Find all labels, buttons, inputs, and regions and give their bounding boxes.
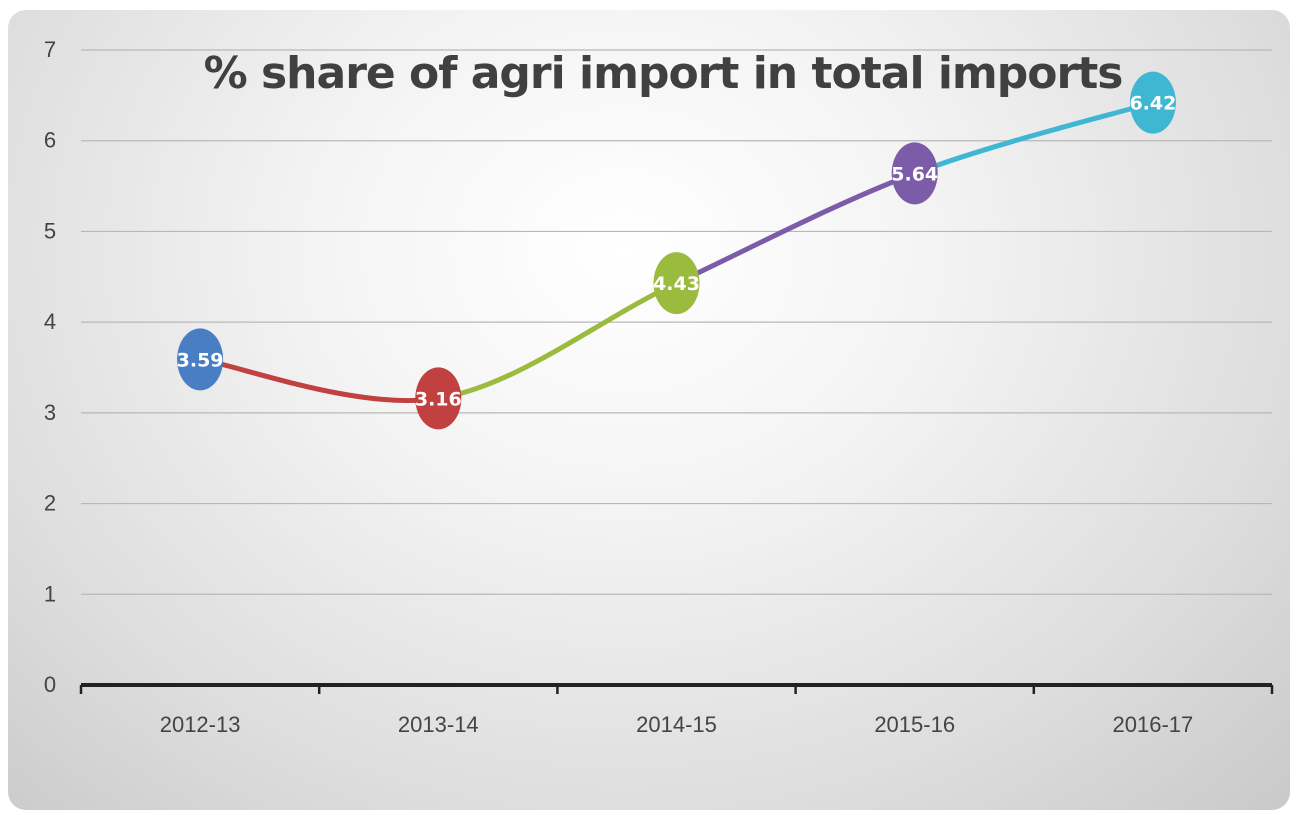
data-point-marker: [653, 252, 700, 315]
data-point-marker: [891, 142, 938, 205]
data-point-marker: [177, 328, 224, 391]
y-tick-label: 6: [44, 128, 56, 153]
x-axis: [79, 683, 1274, 694]
data-label: 3.59: [177, 349, 224, 371]
gridlines: [81, 49, 1272, 595]
data-point-marker: [1129, 71, 1176, 134]
y-tick-label: 3: [44, 400, 56, 425]
data-point: 6.42: [1129, 71, 1176, 134]
x-tick-label: 2016-17: [1113, 712, 1194, 737]
y-tick-label: 0: [44, 672, 56, 697]
data-label: 4.43: [653, 273, 700, 295]
series-line-segment: [435, 280, 679, 401]
data-label: 6.42: [1129, 93, 1176, 115]
data-point: 4.43: [653, 252, 700, 315]
y-tick-label: 5: [44, 218, 56, 243]
x-tick-label: 2012-13: [160, 712, 241, 737]
y-axis-tick-labels: 0 1 2 3 4 5 6 7: [44, 37, 56, 697]
series-line-segment: [674, 170, 918, 286]
y-tick-label: 7: [44, 37, 56, 62]
data-points: 3.59 3.16 4.43 5.64 6.42: [177, 71, 1176, 430]
series-line-segment: [197, 356, 441, 404]
y-tick-label: 1: [44, 581, 56, 606]
series-line: [197, 100, 1156, 404]
chart-title: % share of agri import in total imports: [203, 48, 1124, 99]
x-tick-label: 2014-15: [636, 712, 717, 737]
x-axis-tick-labels: 2012-13 2013-14 2014-15 2015-16 2016-17: [160, 712, 1194, 737]
data-label: 3.16: [415, 388, 462, 410]
x-tick-label: 2013-14: [398, 712, 479, 737]
data-point: 5.64: [891, 142, 938, 205]
x-tick-label: 2015-16: [874, 712, 955, 737]
data-point: 3.59: [177, 328, 224, 391]
series-line-segment: [912, 100, 1156, 176]
y-tick-label: 2: [44, 491, 56, 516]
data-point-marker: [415, 367, 462, 430]
y-tick-label: 4: [44, 309, 56, 334]
data-label: 5.64: [891, 163, 938, 185]
data-point: 3.16: [415, 367, 462, 430]
